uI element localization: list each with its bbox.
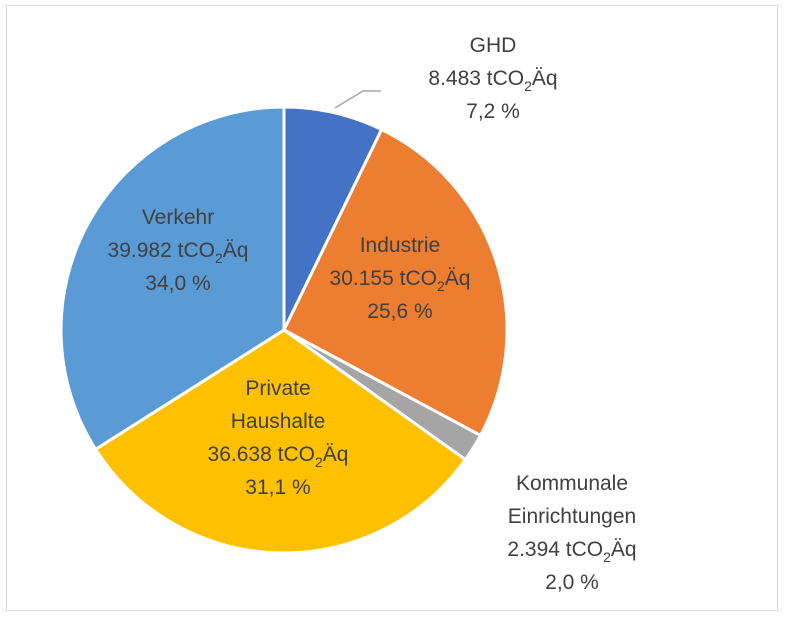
pie-label-ghd: GHD 8.483 tCO2Äq 7,2 % <box>428 34 557 123</box>
pie-slice-private-haushalte <box>94 328 467 555</box>
ghd-leader-line <box>334 90 381 109</box>
pie-label-private-haushalte: Private Haushalte 36.638 tCO2Äq 31,1 % <box>208 377 349 499</box>
pie-slice-ghd <box>282 105 384 332</box>
pie-slice-verkehr <box>59 105 286 451</box>
pie-label-verkehr: Verkehr 39.982 tCO2Äq 34,0 % <box>108 206 249 295</box>
pie-label-industrie: Industrie 30.155 tCO2Äq 25,6 % <box>330 234 471 323</box>
pie-label-kommunale-einrichtungen: Kommunale Einrichtungen 2.394 tCO2Äq 2,0 % <box>507 472 636 594</box>
